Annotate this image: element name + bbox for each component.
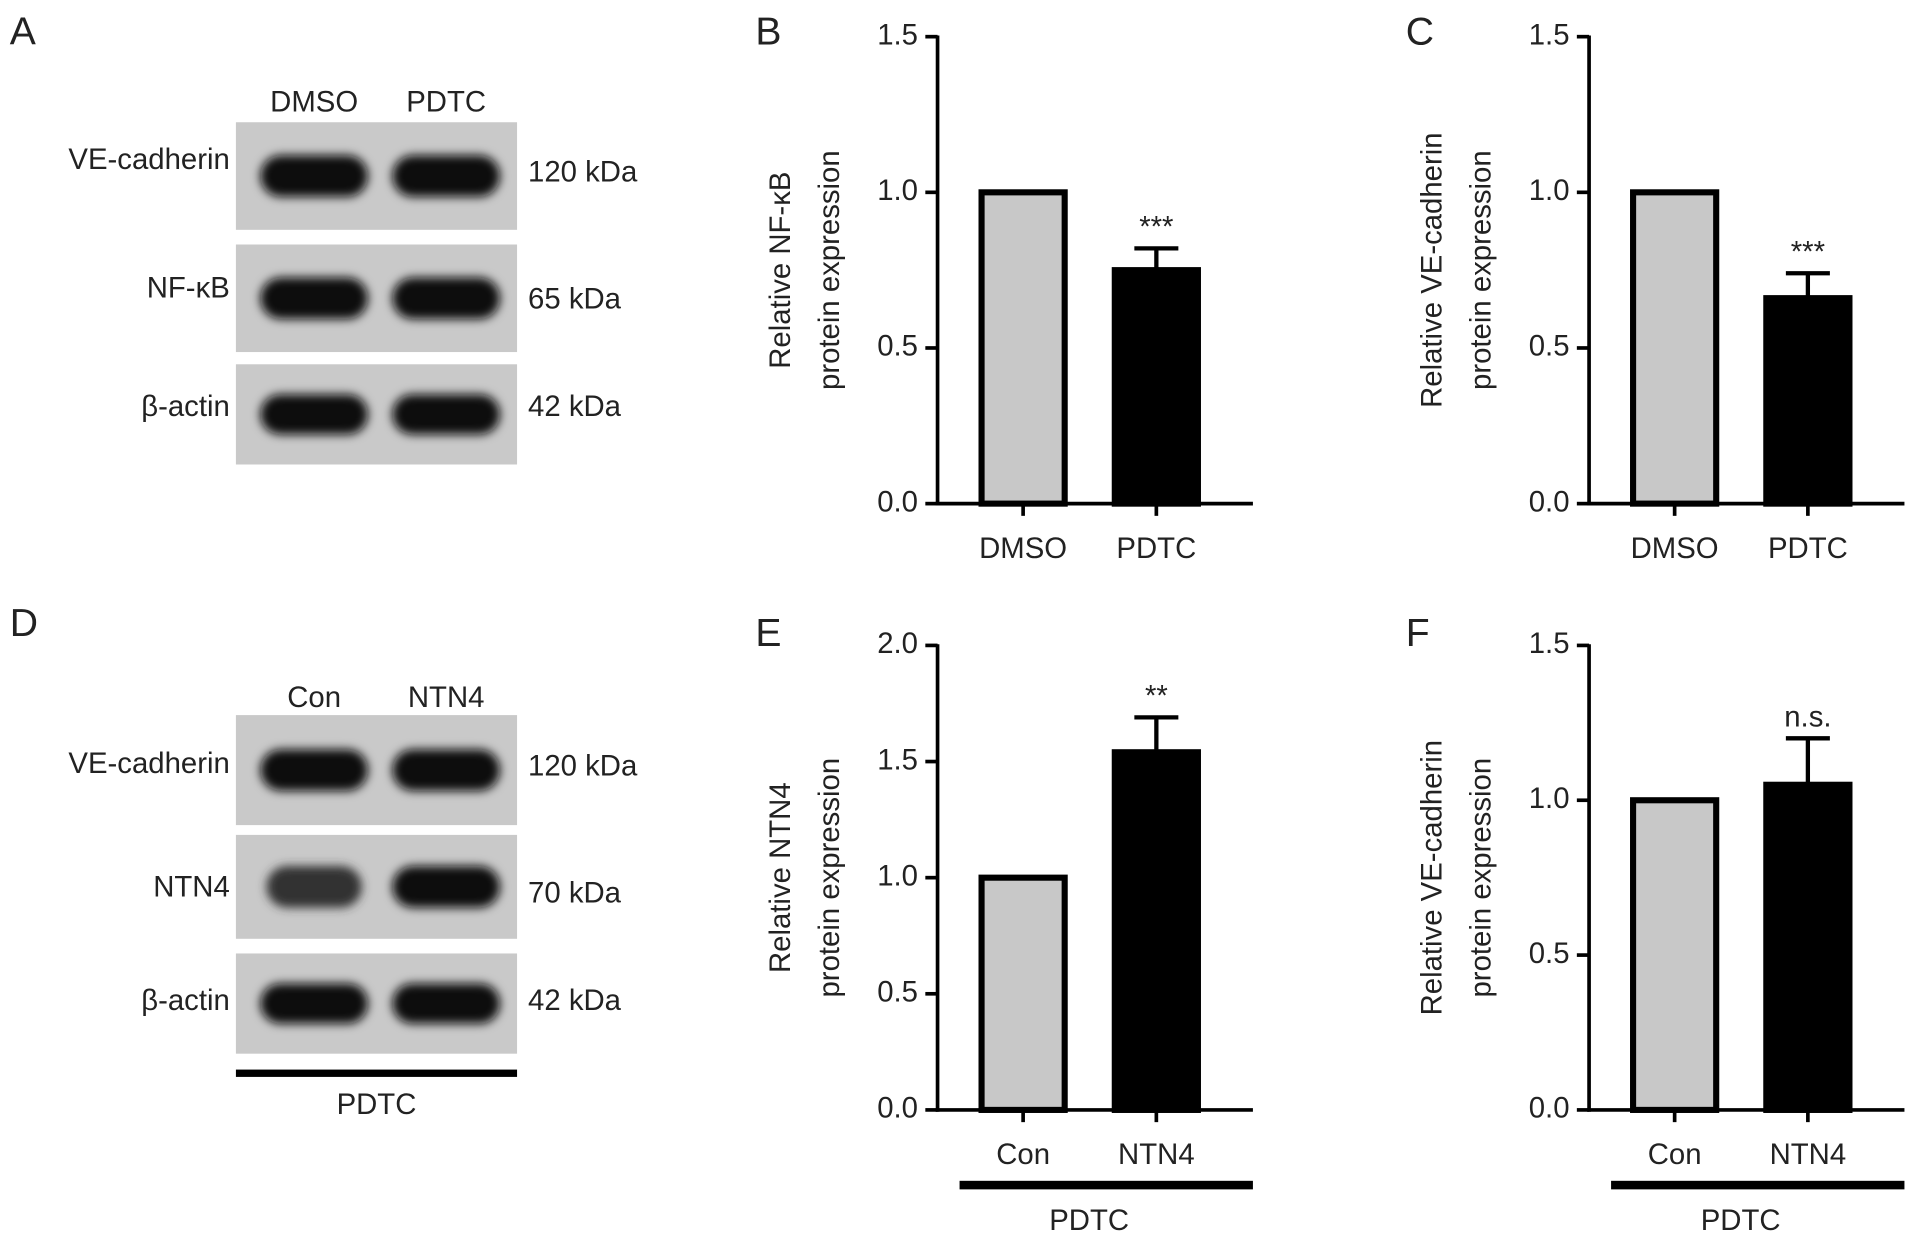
blot-band xyxy=(392,394,500,435)
panel-letter: F xyxy=(1406,612,1430,655)
bar xyxy=(978,874,1068,1113)
x-tick-label: PDTC xyxy=(1768,532,1848,565)
size-label: 42 kDa xyxy=(528,390,622,423)
row-label: β-actin xyxy=(141,390,230,423)
y-axis-label: Relative VE-cadherin xyxy=(1416,132,1449,408)
error-bar xyxy=(1785,736,1830,785)
size-label: 65 kDa xyxy=(528,282,622,315)
error-bar xyxy=(1134,715,1179,753)
lane-label: Con xyxy=(287,681,341,714)
lane-label: NTN4 xyxy=(408,681,485,714)
blot-band xyxy=(392,983,500,1024)
annotation: ** xyxy=(1145,680,1168,713)
size-label: 120 kDa xyxy=(528,749,638,782)
y-tick-label: 0.5 xyxy=(1529,937,1570,970)
row-label: NTN4 xyxy=(153,870,230,903)
row-label: VE-cadherin xyxy=(68,747,229,780)
blot-band xyxy=(266,866,362,908)
row-label: VE-cadherin xyxy=(68,143,229,176)
y-axis-label: protein expression xyxy=(1464,150,1497,390)
x-tick-label: NTN4 xyxy=(1118,1138,1195,1171)
panel-letter: E xyxy=(755,612,781,655)
y-tick-label: 1.5 xyxy=(877,743,918,776)
y-tick-label: 2.0 xyxy=(877,627,918,660)
group-line xyxy=(1611,1180,1905,1190)
blot-band xyxy=(260,277,368,320)
blot-band xyxy=(260,394,368,435)
group-label: PDTC xyxy=(1701,1204,1781,1237)
blot-band xyxy=(392,749,500,791)
error-bar xyxy=(1134,246,1179,271)
row-label: NF-κB xyxy=(147,271,230,304)
y-tick-label: 0.5 xyxy=(877,330,918,363)
y-tick-label: 0.0 xyxy=(1529,1092,1570,1125)
bar xyxy=(1111,267,1201,507)
y-axis-label: protein expression xyxy=(1464,758,1497,998)
blot-band xyxy=(260,155,368,197)
error-bar xyxy=(1785,271,1830,299)
group-line xyxy=(235,1069,518,1077)
y-tick-label: 0.0 xyxy=(877,1092,918,1125)
annotation: n.s. xyxy=(1784,701,1831,734)
bar xyxy=(1763,295,1853,507)
y-tick-label: 1.5 xyxy=(877,18,918,51)
size-label: 42 kDa xyxy=(528,984,622,1017)
x-tick-label: Con xyxy=(1648,1138,1702,1171)
x-tick-label: DMSO xyxy=(1631,532,1719,565)
bar xyxy=(1630,189,1720,507)
group-label: PDTC xyxy=(337,1088,417,1121)
x-tick-label: DMSO xyxy=(979,532,1067,565)
y-tick-label: 0.0 xyxy=(1529,485,1570,518)
y-tick-label: 1.0 xyxy=(877,859,918,892)
group-line xyxy=(959,1180,1253,1190)
blot-band xyxy=(260,749,368,791)
bar xyxy=(978,189,1068,507)
y-tick-label: 0.5 xyxy=(877,976,918,1009)
y-tick-label: 0.5 xyxy=(1529,330,1570,363)
y-tick-label: 1.0 xyxy=(1529,174,1570,207)
blot-band xyxy=(260,983,368,1024)
panel-letter: D xyxy=(10,602,38,645)
y-axis-label: protein expression xyxy=(813,758,846,998)
lane-label: PDTC xyxy=(406,86,486,119)
bar xyxy=(1111,749,1201,1113)
bar xyxy=(1763,781,1853,1113)
bar xyxy=(1630,797,1720,1113)
panel-letter: B xyxy=(755,11,781,54)
y-tick-label: 1.5 xyxy=(1529,18,1570,51)
row-label: β-actin xyxy=(141,984,230,1017)
annotation: *** xyxy=(1139,211,1173,244)
x-tick-label: NTN4 xyxy=(1770,1138,1847,1171)
panel-letter: C xyxy=(1406,11,1434,54)
blot-band xyxy=(392,155,500,197)
size-label: 120 kDa xyxy=(528,155,638,188)
y-tick-label: 1.0 xyxy=(877,174,918,207)
y-tick-label: 1.0 xyxy=(1529,782,1570,815)
x-tick-label: Con xyxy=(996,1138,1050,1171)
blot-band xyxy=(392,866,500,908)
blot-band xyxy=(392,277,500,320)
annotation: *** xyxy=(1791,235,1825,268)
y-axis-label: protein expression xyxy=(813,150,846,390)
y-tick-label: 1.5 xyxy=(1529,627,1570,660)
panel-letter: A xyxy=(10,11,37,54)
x-tick-label: PDTC xyxy=(1116,532,1196,565)
group-label: PDTC xyxy=(1049,1204,1129,1237)
lane-label: DMSO xyxy=(270,86,358,119)
size-label: 70 kDa xyxy=(528,877,622,910)
y-axis-label: Relative NTN4 xyxy=(764,782,797,973)
y-axis-label: Relative NF-κB xyxy=(764,172,797,369)
y-axis-label: Relative VE-cadherin xyxy=(1416,740,1449,1016)
y-tick-label: 0.0 xyxy=(877,485,918,518)
